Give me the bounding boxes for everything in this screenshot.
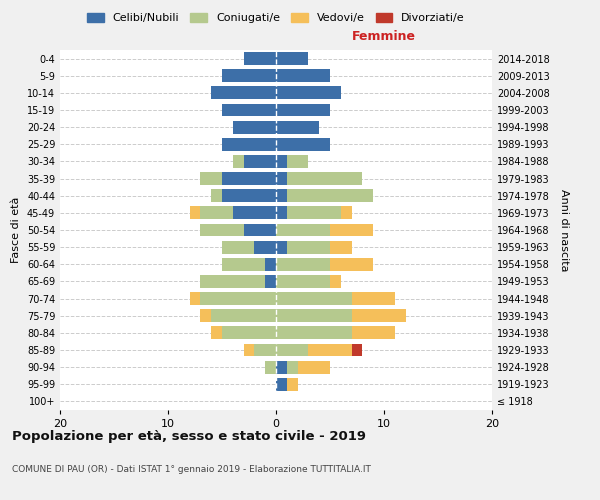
Bar xyxy=(265,258,276,270)
Bar xyxy=(276,120,319,134)
Bar xyxy=(200,310,211,322)
Bar xyxy=(211,86,276,100)
Bar xyxy=(276,240,287,254)
Bar xyxy=(276,190,287,202)
Bar xyxy=(276,224,330,236)
Bar xyxy=(276,206,287,220)
Bar xyxy=(287,360,298,374)
Bar xyxy=(276,70,330,82)
Bar xyxy=(200,275,265,288)
Bar xyxy=(222,172,276,185)
Bar xyxy=(222,190,276,202)
Bar xyxy=(287,172,362,185)
Bar xyxy=(244,52,276,65)
Bar xyxy=(222,70,276,82)
Bar xyxy=(308,344,352,356)
Bar xyxy=(276,52,308,65)
Bar xyxy=(244,344,254,356)
Bar xyxy=(276,104,330,117)
Text: COMUNE DI PAU (OR) - Dati ISTAT 1° gennaio 2019 - Elaborazione TUTTITALIA.IT: COMUNE DI PAU (OR) - Dati ISTAT 1° genna… xyxy=(12,465,371,474)
Bar xyxy=(287,155,308,168)
Bar xyxy=(341,206,352,220)
Bar xyxy=(265,275,276,288)
Bar xyxy=(265,360,276,374)
Bar xyxy=(276,292,352,305)
Bar xyxy=(287,378,298,390)
Bar xyxy=(190,292,200,305)
Bar xyxy=(276,155,287,168)
Bar xyxy=(222,138,276,150)
Bar xyxy=(276,275,330,288)
Bar xyxy=(352,292,395,305)
Bar xyxy=(287,190,373,202)
Bar xyxy=(276,138,330,150)
Bar xyxy=(287,206,341,220)
Bar xyxy=(211,310,276,322)
Bar xyxy=(222,240,254,254)
Bar xyxy=(200,292,276,305)
Bar xyxy=(222,326,276,340)
Bar xyxy=(222,104,276,117)
Bar xyxy=(330,240,352,254)
Bar xyxy=(233,120,276,134)
Bar xyxy=(276,344,308,356)
Bar xyxy=(244,224,276,236)
Bar xyxy=(211,326,222,340)
Bar xyxy=(254,240,276,254)
Bar xyxy=(190,206,200,220)
Bar xyxy=(276,310,352,322)
Bar xyxy=(244,155,276,168)
Bar xyxy=(200,224,244,236)
Bar xyxy=(352,344,362,356)
Bar xyxy=(233,206,276,220)
Text: Popolazione per età, sesso e stato civile - 2019: Popolazione per età, sesso e stato civil… xyxy=(12,430,366,443)
Bar xyxy=(276,326,352,340)
Y-axis label: Anni di nascita: Anni di nascita xyxy=(559,188,569,271)
Y-axis label: Fasce di età: Fasce di età xyxy=(11,197,21,263)
Bar xyxy=(287,240,330,254)
Bar xyxy=(330,224,373,236)
Bar xyxy=(276,258,330,270)
Bar xyxy=(276,86,341,100)
Bar xyxy=(330,275,341,288)
Legend: Celibi/Nubili, Coniugati/e, Vedovi/e, Divorziati/e: Celibi/Nubili, Coniugati/e, Vedovi/e, Di… xyxy=(83,8,469,28)
Bar xyxy=(276,172,287,185)
Bar xyxy=(330,258,373,270)
Bar xyxy=(222,258,265,270)
Bar xyxy=(211,190,222,202)
Bar xyxy=(200,172,222,185)
Bar xyxy=(352,326,395,340)
Bar xyxy=(200,206,233,220)
Bar xyxy=(276,378,287,390)
Bar xyxy=(298,360,330,374)
Bar xyxy=(352,310,406,322)
Text: Femmine: Femmine xyxy=(352,30,416,43)
Bar xyxy=(254,344,276,356)
Bar xyxy=(276,360,287,374)
Bar xyxy=(233,155,244,168)
